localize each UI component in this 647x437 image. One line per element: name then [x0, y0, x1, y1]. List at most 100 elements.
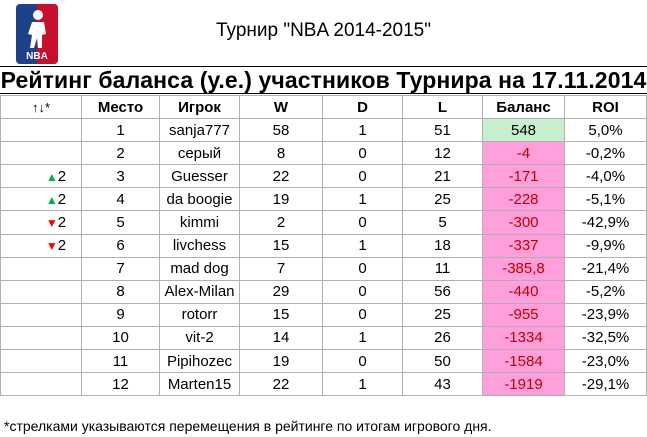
balance-cell: 548 — [482, 118, 565, 143]
balance-cell: -955 — [482, 302, 565, 327]
d-cell: 0 — [322, 141, 403, 166]
place-cell: 3 — [81, 164, 160, 189]
move-value: 2 — [57, 167, 67, 185]
move-value: 2 — [57, 190, 67, 208]
balance-cell: -1584 — [482, 349, 565, 374]
table-row: 11 Pipihozec 19 0 50 -1584 -23,0% — [0, 349, 647, 374]
roi-cell: -32,5% — [564, 325, 647, 351]
roi-cell: -4,0% — [564, 164, 647, 189]
d-cell: 1 — [322, 372, 403, 397]
table-row: 8 Alex-Milan 29 0 56 -440 -5,2% — [0, 279, 647, 304]
w-cell: 19 — [239, 187, 323, 212]
tournament-title: Турнир "NBA 2014-2015" — [216, 20, 431, 41]
w-cell: 22 — [239, 164, 323, 189]
table-row: 1 sanja777 58 1 51 548 5,0% — [0, 118, 647, 143]
l-cell: 25 — [402, 187, 483, 212]
table-body: 1 sanja777 58 1 51 548 5,0% 2 серый 8 0 12 -4 -0,2% ▲2… — [0, 118, 647, 397]
player-cell: livchess — [159, 233, 240, 258]
player-cell: серый — [159, 141, 240, 166]
place-cell: 9 — [81, 302, 160, 327]
d-cell: 0 — [322, 210, 403, 235]
d-cell: 1 — [322, 233, 403, 258]
player-cell: Alex-Milan — [159, 279, 240, 304]
player-cell: Guesser — [159, 164, 240, 189]
player-cell: vit-2 — [159, 325, 240, 351]
col-place: Место — [81, 94, 160, 120]
balance-cell: -1334 — [482, 325, 565, 351]
move-cell: ▲2 — [0, 187, 82, 212]
d-cell: 0 — [322, 302, 403, 327]
place-cell: 2 — [81, 141, 160, 166]
roi-cell: -5,2% — [564, 279, 647, 304]
move-cell: ▲2 — [0, 164, 82, 189]
place-cell: 10 — [81, 325, 160, 351]
roi-cell: -0,2% — [564, 141, 647, 166]
col-l: L — [402, 94, 483, 120]
col-d: D — [322, 94, 403, 120]
move-value: 2 — [57, 237, 67, 255]
table-row: ▼2 6 livchess 15 1 18 -337 -9,9% — [0, 233, 647, 258]
w-cell: 2 — [239, 210, 323, 235]
move-cell — [0, 325, 82, 351]
d-cell: 0 — [322, 279, 403, 304]
table-row: 10 vit-2 14 1 26 -1334 -32,5% — [0, 325, 647, 351]
d-cell: 1 — [322, 118, 403, 143]
rating-title: Рейтинг баланса (у.е.) участников Турнир… — [0, 67, 647, 93]
d-cell: 0 — [322, 349, 403, 374]
table-row: ▲2 3 Guesser 22 0 21 -171 -4,0% — [0, 164, 647, 189]
nba-logo: NBA — [16, 4, 58, 64]
balance-cell: -337 — [482, 233, 565, 258]
place-cell: 1 — [81, 118, 160, 143]
w-cell: 58 — [239, 118, 323, 143]
w-cell: 15 — [239, 233, 323, 258]
balance-cell: -300 — [482, 210, 565, 235]
player-cell: da boogie — [159, 187, 240, 212]
w-cell: 22 — [239, 372, 323, 397]
col-balance: Баланс — [482, 94, 565, 120]
d-cell: 0 — [322, 164, 403, 189]
balance-cell: -228 — [482, 187, 565, 212]
w-cell: 7 — [239, 256, 323, 281]
table-row: 2 серый 8 0 12 -4 -0,2% — [0, 141, 647, 166]
move-cell — [0, 302, 82, 327]
header-row: ↑↓* Место Игрок W D L Баланс ROI — [0, 94, 647, 120]
w-cell: 19 — [239, 349, 323, 374]
col-roi: ROI — [564, 94, 647, 120]
roi-cell: -23,0% — [564, 349, 647, 374]
table-row: ▲2 4 da boogie 19 1 25 -228 -5,1% — [0, 187, 647, 212]
move-cell — [0, 279, 82, 304]
player-cell: rotorr — [159, 302, 240, 327]
footnote: *стрелками указываются перемещения в рей… — [4, 418, 492, 434]
roi-cell: -9,9% — [564, 233, 647, 258]
move-cell — [0, 372, 82, 397]
l-cell: 51 — [402, 118, 483, 143]
player-cell: mad dog — [159, 256, 240, 281]
table-row: 12 Marten15 22 1 43 -1919 -29,1% — [0, 372, 647, 397]
roi-cell: -29,1% — [564, 372, 647, 397]
w-cell: 15 — [239, 302, 323, 327]
col-w: W — [239, 94, 323, 120]
rating-table: ↑↓* Место Игрок W D L Баланс ROI 1 sanja7… — [0, 94, 647, 397]
l-cell: 26 — [402, 325, 483, 351]
d-cell: 0 — [322, 256, 403, 281]
player-cell: kimmi — [159, 210, 240, 235]
d-cell: 1 — [322, 187, 403, 212]
l-cell: 12 — [402, 141, 483, 166]
place-cell: 8 — [81, 279, 160, 304]
w-cell: 14 — [239, 325, 323, 351]
w-cell: 29 — [239, 279, 323, 304]
move-cell — [0, 141, 82, 166]
logo-text: NBA — [26, 51, 48, 62]
balance-cell: -171 — [482, 164, 565, 189]
move-cell — [0, 349, 82, 374]
table-row: 9 rotorr 15 0 25 -955 -23,9% — [0, 302, 647, 327]
balance-cell: -4 — [482, 141, 565, 166]
col-player: Игрок — [159, 94, 240, 120]
balance-cell: -385,8 — [482, 256, 565, 281]
l-cell: 56 — [402, 279, 483, 304]
l-cell: 25 — [402, 302, 483, 327]
move-cell: ▼2 — [0, 233, 82, 258]
place-cell: 6 — [81, 233, 160, 258]
roi-cell: -42,9% — [564, 210, 647, 235]
arrow-down-icon: ▼ — [45, 239, 58, 254]
